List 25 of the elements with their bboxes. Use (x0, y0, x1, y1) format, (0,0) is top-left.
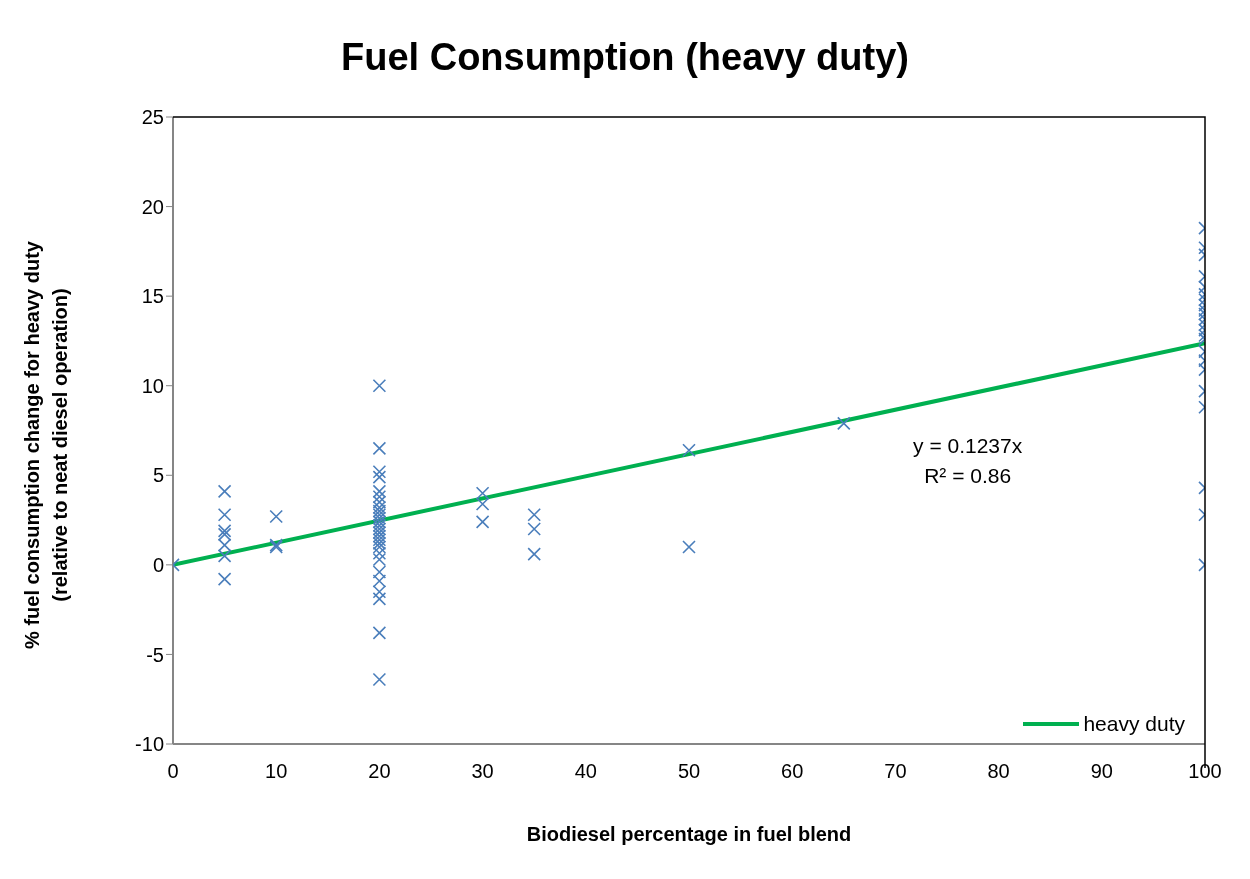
y-tick-label: -10 (135, 733, 164, 756)
x-tick-label: 80 (987, 760, 1010, 783)
y-axis-title: % fuel consumption change for heavy duty (relative to neat diesel operation) (20, 240, 72, 651)
y-tick-label: 5 (152, 464, 164, 487)
legend-label: heavy duty (1083, 712, 1185, 736)
x-tick-label: 40 (574, 760, 597, 783)
y-tick-label: 15 (141, 285, 164, 308)
x-tick-label: 0 (167, 760, 179, 783)
x-tick-label: 90 (1090, 760, 1113, 783)
y-tick-label: 0 (152, 553, 164, 576)
y-tick-label: 10 (141, 374, 164, 397)
y-tick-label: -5 (146, 643, 164, 666)
x-tick-label: 20 (368, 760, 391, 783)
chart-title: Fuel Consumption (heavy duty) (340, 36, 910, 79)
annotation: y = 0.1237x (913, 433, 1023, 457)
x-tick-label: 70 (884, 760, 907, 783)
x-axis-title: Biodiesel percentage in fuel blend (525, 823, 853, 846)
annotation: R² = 0.86 (924, 463, 1012, 487)
x-tick-label: 60 (781, 760, 804, 783)
x-tick-label: 10 (265, 760, 288, 783)
x-tick-label: 30 (471, 760, 494, 783)
y-tick-label: 25 (141, 106, 164, 129)
x-tick-label: 100 (1188, 760, 1222, 783)
y-tick-label: 20 (141, 195, 164, 218)
x-tick-label: 50 (677, 760, 701, 783)
